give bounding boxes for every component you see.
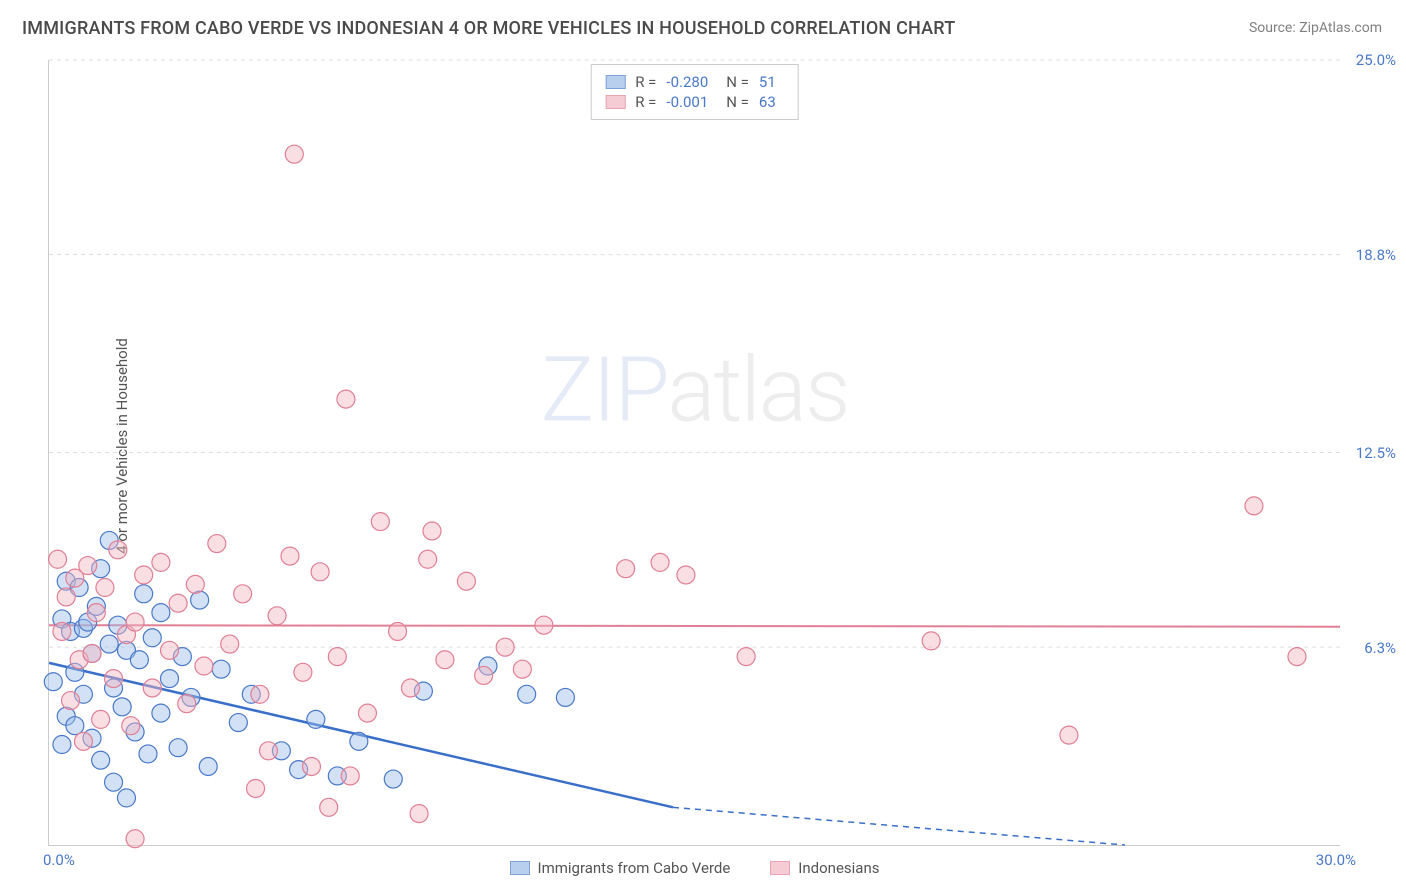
chart-title: IMMIGRANTS FROM CABO VERDE VS INDONESIAN… bbox=[22, 18, 955, 39]
y-tick-label: 6.3% bbox=[1364, 639, 1396, 657]
stat-r-value-2: -0.001 bbox=[666, 93, 708, 111]
stat-n-label: N = bbox=[726, 73, 749, 91]
legend-item-1: Immigrants from Cabo Verde bbox=[509, 859, 730, 877]
plot-area: ZIPatlas R = -0.280 N = 51 R = -0.001 N … bbox=[48, 60, 1340, 846]
legend-swatch-1 bbox=[509, 861, 529, 875]
correlation-stats-box: R = -0.280 N = 51 R = -0.001 N = 63 bbox=[590, 64, 799, 120]
stat-n-value-1: 51 bbox=[759, 73, 776, 91]
legend-label-1: Immigrants from Cabo Verde bbox=[537, 859, 730, 877]
y-tick-label: 12.5% bbox=[1356, 444, 1396, 462]
stat-r-label: R = bbox=[635, 93, 656, 111]
stat-n-label: N = bbox=[726, 93, 749, 111]
legend-item-2: Indonesians bbox=[770, 859, 879, 877]
stat-row-series-2: R = -0.001 N = 63 bbox=[605, 93, 784, 111]
legend-swatch-2 bbox=[770, 861, 790, 875]
y-tick-label: 25.0% bbox=[1356, 51, 1396, 69]
legend-label-2: Indonesians bbox=[798, 859, 879, 877]
stat-row-series-1: R = -0.280 N = 51 bbox=[605, 73, 784, 91]
stat-r-value-1: -0.280 bbox=[666, 73, 708, 91]
stat-r-label: R = bbox=[635, 73, 656, 91]
bottom-legend: Immigrants from Cabo Verde Indonesians bbox=[509, 859, 879, 877]
swatch-series-1 bbox=[605, 75, 625, 89]
swatch-series-2 bbox=[605, 95, 625, 109]
y-tick-label: 18.8% bbox=[1356, 246, 1396, 264]
origin-label: 0.0% bbox=[43, 851, 75, 869]
chart-svg bbox=[49, 60, 1340, 845]
source-attribution: Source: ZipAtlas.com bbox=[1249, 20, 1382, 36]
stat-n-value-2: 63 bbox=[759, 93, 776, 111]
xmax-label: 30.0% bbox=[1316, 851, 1356, 869]
